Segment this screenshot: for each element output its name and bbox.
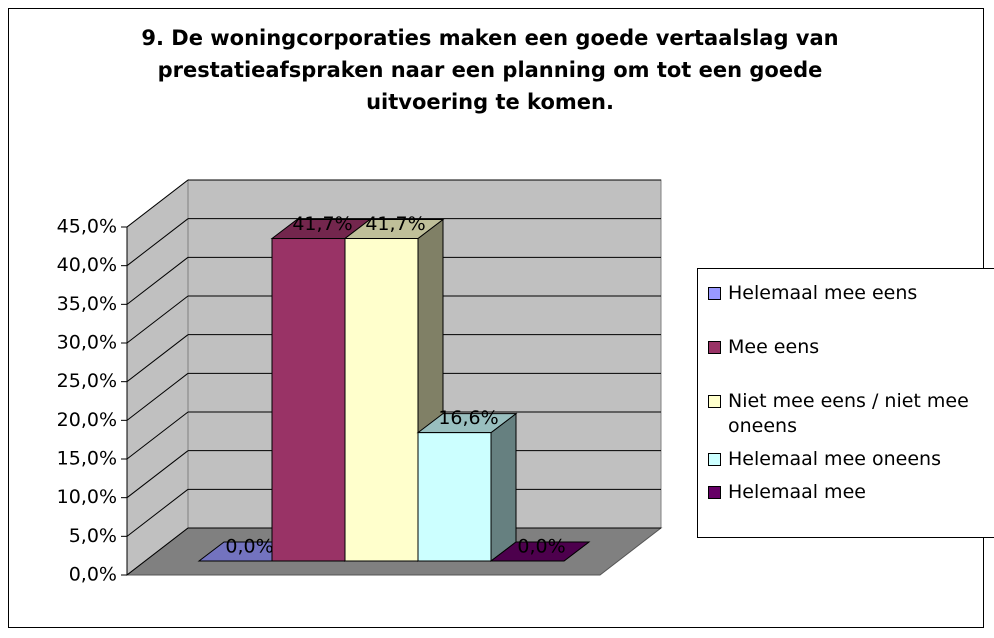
value-label: 16,6% bbox=[438, 407, 498, 429]
y-tick-label: 10,0% bbox=[57, 486, 117, 508]
legend-swatch bbox=[708, 486, 721, 499]
grid-line bbox=[126, 295, 189, 344]
legend-item: Helemaal mee eens bbox=[708, 281, 990, 306]
y-tick-label: 30,0% bbox=[57, 332, 117, 354]
grid-line bbox=[126, 334, 189, 383]
legend-label: Helemaal mee oneens bbox=[728, 448, 941, 470]
bar-top bbox=[489, 541, 591, 562]
y-tick-label: 0,0% bbox=[69, 564, 117, 586]
y-tick-label: 5,0% bbox=[69, 525, 117, 547]
bar-side bbox=[490, 412, 517, 563]
bar bbox=[271, 238, 346, 562]
value-label: 0,0% bbox=[517, 536, 565, 558]
y-tick-label: 20,0% bbox=[57, 409, 117, 431]
value-label: 41,7% bbox=[365, 213, 425, 235]
legend-label: Niet mee eens / niet mee oneens bbox=[728, 390, 969, 437]
grid-line bbox=[126, 450, 189, 499]
legend-swatch bbox=[708, 341, 721, 354]
grid-line bbox=[126, 372, 189, 421]
left-wall bbox=[126, 178, 189, 577]
value-label: 41,7% bbox=[292, 213, 352, 235]
legend-item: Helemaal mee oneens bbox=[708, 447, 990, 472]
y-tick-label: 45,0% bbox=[57, 216, 117, 238]
legend-item: Helemaal mee bbox=[708, 480, 990, 505]
legend-label: Helemaal mee eens bbox=[728, 282, 918, 304]
grid-line bbox=[126, 527, 189, 576]
y-tick-label: 40,0% bbox=[57, 254, 117, 276]
legend-swatch bbox=[708, 453, 721, 466]
grid-line bbox=[126, 488, 189, 537]
legend: Helemaal mee eens Mee eens Niet mee eens /… bbox=[697, 268, 994, 538]
bar bbox=[344, 238, 419, 562]
legend-item: Niet mee eens / niet mee oneens bbox=[708, 389, 990, 439]
y-tick-label: 35,0% bbox=[57, 293, 117, 315]
legend-swatch bbox=[708, 395, 721, 408]
legend-item: Mee eens bbox=[708, 335, 990, 360]
legend-swatch bbox=[708, 287, 721, 300]
value-label: 0,0% bbox=[225, 536, 273, 558]
legend-label: Mee eens bbox=[728, 336, 820, 358]
y-tick-label: 15,0% bbox=[57, 448, 117, 470]
chart-title: 9. De woningcorporaties maken een goede … bbox=[141, 26, 839, 114]
legend-label: Helemaal mee bbox=[728, 481, 866, 503]
y-tick-label: 25,0% bbox=[57, 370, 117, 392]
grid-line bbox=[126, 218, 189, 267]
grid-line bbox=[126, 411, 189, 460]
grid-line bbox=[126, 256, 189, 305]
bar bbox=[417, 432, 492, 562]
grid-line bbox=[126, 179, 189, 228]
